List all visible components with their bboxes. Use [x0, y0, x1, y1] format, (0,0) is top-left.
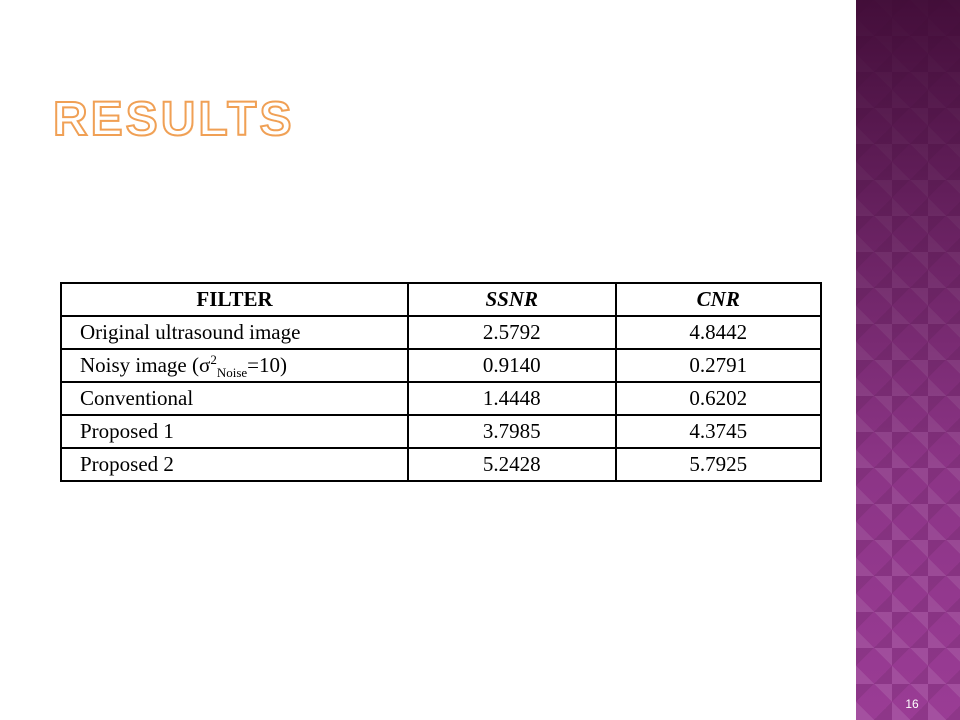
table-row: Original ultrasound image 2.5792 4.8442: [59, 315, 822, 350]
cnr-cell: 5.7925: [614, 447, 822, 482]
table-header-row: FILTER SSNR CNR: [59, 282, 822, 317]
slide-number: 16: [905, 697, 919, 711]
filter-cell: Original ultrasound image: [59, 315, 410, 350]
superscript: 2: [210, 352, 217, 367]
filter-cell: Proposed 1: [59, 414, 410, 449]
filter-suffix: =10): [247, 353, 287, 377]
ssnr-cell: 5.2428: [407, 447, 617, 482]
filter-cell: Proposed 2: [59, 447, 410, 482]
ssnr-cell: 0.9140: [407, 348, 617, 383]
table-row: Proposed 2 5.2428 5.7925: [59, 447, 822, 482]
sigma-symbol: σ: [198, 353, 211, 377]
ssnr-cell: 2.5792: [407, 315, 617, 350]
table-row: Proposed 1 3.7985 4.3745: [59, 414, 822, 449]
ssnr-cell: 1.4448: [407, 381, 617, 416]
cnr-cell: 0.6202: [614, 381, 822, 416]
header-ssnr: SSNR: [407, 282, 617, 317]
filter-prefix: Noisy image (: [80, 353, 199, 377]
filter-cell: Noisy image (σ2Noise=10): [59, 348, 410, 383]
slide-title: RESULTS: [52, 93, 295, 146]
cnr-cell: 4.8442: [614, 315, 822, 350]
cnr-cell: 0.2791: [614, 348, 822, 383]
cnr-cell: 4.3745: [614, 414, 822, 449]
filter-cell: Conventional: [59, 381, 410, 416]
ssnr-cell: 3.7985: [407, 414, 617, 449]
results-table: FILTER SSNR CNR Original ultrasound imag…: [59, 282, 822, 482]
decorative-sidebar: [856, 0, 960, 720]
subscript: Noise: [216, 365, 248, 381]
table-row: Noisy image (σ2Noise=10) 0.9140 0.2791: [59, 348, 822, 383]
header-filter: FILTER: [59, 282, 410, 317]
table-row: Conventional 1.4448 0.6202: [59, 381, 822, 416]
header-cnr: CNR: [614, 282, 822, 317]
